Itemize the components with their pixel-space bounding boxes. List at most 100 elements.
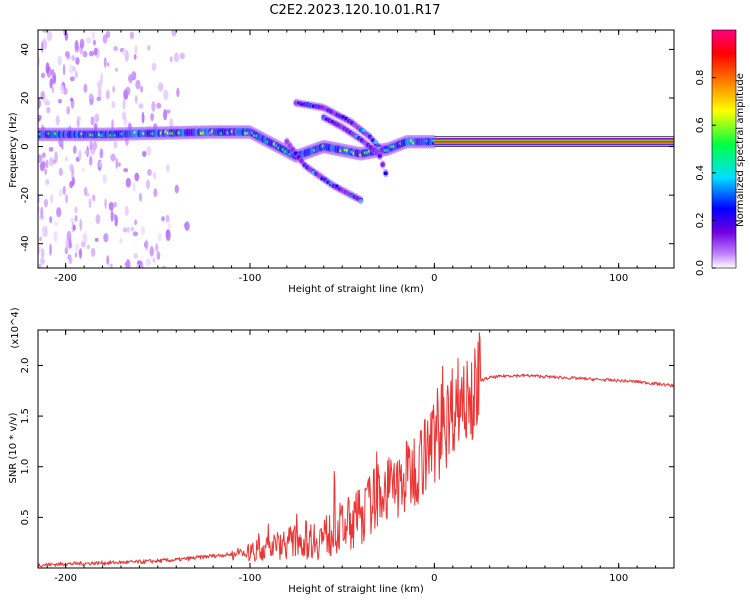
heatmap-cell bbox=[79, 218, 82, 231]
heatmap-cell bbox=[40, 160, 46, 169]
heatmap-cell bbox=[358, 199, 363, 203]
heatmap-cell bbox=[40, 248, 45, 258]
heatmap-cell bbox=[134, 172, 140, 182]
heatmap-cell bbox=[38, 154, 43, 163]
heatmap-cell bbox=[128, 73, 133, 84]
spectrogram-heatmap bbox=[38, 30, 674, 268]
colorbar-tick-label: 0.8 bbox=[695, 70, 706, 86]
heatmap-cell bbox=[40, 72, 46, 79]
heatmap-cell bbox=[102, 34, 108, 44]
heatmap-cell bbox=[78, 150, 82, 161]
y-tick-label: 20 bbox=[20, 92, 31, 105]
heatmap-cell bbox=[96, 96, 102, 102]
heatmap-cell bbox=[40, 256, 45, 266]
heatmap-cell bbox=[38, 97, 41, 109]
heatmap-cell bbox=[91, 31, 96, 40]
heatmap-cell bbox=[45, 159, 49, 169]
heatmap-cell bbox=[141, 112, 145, 124]
heatmap-cell bbox=[65, 156, 68, 162]
heatmap-cell bbox=[72, 224, 76, 231]
heatmap-cell bbox=[65, 194, 69, 204]
heatmap-cell bbox=[74, 214, 78, 222]
heatmap-cell bbox=[102, 174, 107, 184]
heatmap-cell bbox=[69, 243, 73, 248]
heatmap-cell bbox=[134, 44, 138, 55]
heatmap-cell bbox=[74, 43, 80, 53]
heatmap-cell bbox=[132, 231, 139, 237]
heatmap-cell bbox=[146, 146, 152, 156]
heatmap-cell bbox=[99, 148, 104, 159]
heatmap-cell bbox=[383, 171, 388, 176]
heatmap-cell bbox=[113, 140, 118, 149]
heatmap-cell bbox=[50, 69, 55, 76]
heatmap-cell bbox=[368, 134, 372, 138]
heatmap-cell bbox=[92, 194, 96, 202]
heatmap-cell bbox=[80, 241, 86, 248]
heatmap-cell bbox=[124, 262, 130, 267]
heatmap-cell bbox=[59, 84, 65, 95]
heatmap-cell bbox=[71, 171, 74, 179]
x-tick-label: -200 bbox=[54, 573, 77, 584]
heatmap-cell bbox=[48, 146, 54, 152]
heatmap-cell bbox=[43, 198, 49, 208]
heatmap-cell bbox=[117, 162, 121, 167]
heatmap-cell bbox=[103, 56, 107, 68]
heatmap-cell bbox=[38, 263, 42, 268]
heatmap-cell bbox=[127, 226, 130, 233]
heatmap-cell bbox=[165, 109, 171, 114]
heatmap-cell bbox=[38, 114, 42, 120]
heatmap-cell bbox=[81, 167, 85, 172]
heatmap-cell bbox=[123, 167, 129, 173]
figure-title: C2E2.2023.120.10.01.R17 bbox=[269, 3, 440, 18]
heatmap-cell bbox=[69, 76, 75, 82]
heatmap-cell bbox=[176, 87, 180, 98]
heatmap-cell bbox=[152, 257, 156, 263]
heatmap-cell bbox=[89, 140, 93, 151]
heatmap-cell bbox=[105, 89, 110, 100]
x-tick-label: 0 bbox=[431, 273, 437, 284]
heatmap-cell bbox=[151, 62, 157, 72]
heatmap-cell bbox=[89, 155, 93, 166]
y-tick-label: 40 bbox=[20, 43, 31, 56]
heatmap-cell bbox=[39, 236, 42, 242]
heatmap-cell bbox=[42, 30, 48, 33]
y-tick-label: 0.5 bbox=[20, 509, 31, 525]
heatmap-cell bbox=[48, 157, 54, 167]
heatmap-cell bbox=[145, 258, 151, 267]
heatmap-cell bbox=[107, 62, 110, 67]
heatmap-cell bbox=[112, 86, 115, 93]
heatmap-cell bbox=[140, 226, 146, 236]
heatmap-cell bbox=[151, 101, 156, 112]
heatmap-cell bbox=[106, 255, 110, 266]
heatmap-cell bbox=[165, 214, 170, 223]
spectrogram-x-axis-label: Height of straight line (km) bbox=[288, 284, 424, 295]
heatmap-cell bbox=[77, 116, 82, 122]
snr-y-multiplier: (x10^4) bbox=[10, 307, 21, 348]
heatmap-cell bbox=[54, 151, 58, 163]
heatmap-cell bbox=[122, 227, 128, 233]
heatmap-cell bbox=[38, 246, 42, 252]
y-tick-label: 0 bbox=[20, 143, 31, 149]
spectrogram-y-axis-label: Frequency (Hz) bbox=[8, 112, 19, 188]
colorbar-label: Normalized spectral amplitude bbox=[735, 73, 746, 227]
heatmap-cell bbox=[134, 95, 138, 104]
snr-y-axis-label: SNR (10 * v/v) bbox=[8, 412, 19, 483]
heatmap-cell bbox=[46, 106, 51, 114]
colorbar-ticks: 0.0 0.2 0.4 0.6 0.8 bbox=[695, 70, 716, 276]
heatmap-cell bbox=[379, 147, 384, 153]
heatmap-cell bbox=[165, 229, 171, 242]
heatmap-cell bbox=[121, 111, 127, 120]
heatmap-cell bbox=[112, 213, 116, 220]
heatmap-cell bbox=[70, 217, 75, 223]
snr-panel: -200 -100 0 100 0.5 1.0 1.5 2.0 (x10^4) Height … bbox=[8, 307, 675, 595]
heatmap-cell bbox=[169, 56, 173, 63]
heatmap-cell bbox=[377, 153, 382, 159]
heatmap-cell bbox=[69, 180, 74, 189]
spectrogram-plot-frame bbox=[37, 29, 675, 269]
x-tick-label: 100 bbox=[609, 273, 628, 284]
heatmap-cell bbox=[157, 233, 162, 242]
heatmap-cell bbox=[53, 231, 58, 243]
heatmap-cell bbox=[68, 64, 74, 75]
heatmap-cell bbox=[153, 188, 158, 198]
heatmap-cell bbox=[55, 115, 60, 126]
